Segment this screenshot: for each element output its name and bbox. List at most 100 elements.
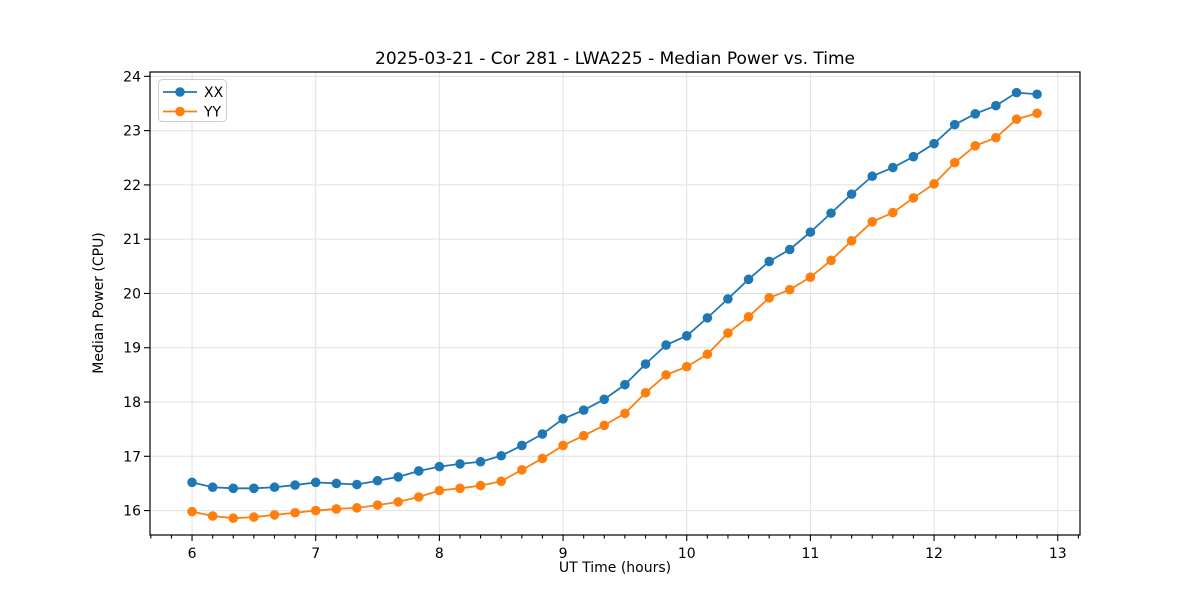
data-point-xx: [702, 313, 713, 323]
data-point-xx: [290, 480, 300, 490]
data-point-xx: [846, 189, 857, 199]
legend: XX YY: [158, 79, 227, 122]
data-point-xx: [228, 483, 239, 494]
y-tick-label: 16: [123, 504, 141, 520]
y-tick-label: 21: [123, 232, 141, 248]
data-point-yy: [743, 311, 754, 322]
data-point-xx: [805, 227, 816, 237]
chart-title: 2025-03-21 - Cor 281 - LWA225 - Median P…: [375, 49, 855, 69]
data-point-yy: [908, 193, 919, 203]
data-point-yy: [331, 504, 342, 514]
y-tick-label: 20: [123, 286, 141, 302]
y-tick-label: 23: [123, 124, 141, 140]
data-point-xx: [475, 456, 486, 467]
data-point-yy: [681, 361, 692, 372]
y-tick-label: 18: [123, 395, 141, 411]
series-layer: [187, 87, 1042, 523]
axes-layer: 16 17 18 19 20 21 22 23 24 6 7 8 9 10 11 12 13: [123, 69, 1081, 562]
data-point-xx: [991, 100, 1001, 111]
data-point-xx: [558, 414, 568, 424]
data-point-yy: [640, 387, 651, 398]
data-point-yy: [517, 465, 527, 475]
series-line-yy: [191, 112, 1038, 520]
data-point-xx: [949, 119, 960, 130]
x-tick-label: 11: [801, 546, 819, 562]
data-point-yy: [290, 507, 300, 518]
data-point-yy: [764, 293, 775, 303]
plot-frame: [149, 71, 1081, 536]
data-point-xx: [578, 405, 589, 415]
data-point-yy: [1011, 114, 1022, 125]
data-point-xx: [908, 151, 919, 162]
x-tick-label: 10: [678, 546, 696, 562]
y-tick-label: 19: [123, 341, 141, 357]
data-point-yy: [269, 510, 280, 520]
data-point-yy: [620, 408, 630, 419]
data-point-yy: [888, 207, 898, 218]
data-point-yy: [434, 485, 445, 496]
data-point-xx: [661, 340, 671, 350]
series-line-xx: [191, 91, 1038, 490]
data-point-xx: [249, 483, 259, 494]
data-point-xx: [599, 394, 610, 405]
legend-marker-xx: [175, 87, 185, 97]
y-tick-label: 22: [123, 178, 141, 194]
data-point-xx: [826, 208, 836, 218]
x-tick-label: 13: [1049, 546, 1067, 562]
data-point-xx: [723, 294, 733, 304]
data-point-yy: [537, 453, 548, 464]
data-point-yy: [455, 483, 465, 494]
data-point-yy: [846, 236, 857, 246]
data-point-xx: [764, 256, 775, 267]
data-point-xx: [331, 478, 342, 489]
data-point-xx: [743, 274, 754, 285]
data-point-yy: [991, 132, 1001, 143]
data-point-xx: [888, 162, 898, 173]
data-point-yy: [187, 506, 197, 517]
data-point-yy: [558, 440, 568, 451]
data-point-xx: [681, 330, 692, 341]
data-point-xx: [434, 461, 445, 472]
data-point-xx: [1011, 87, 1022, 98]
x-tick-label: 8: [435, 546, 444, 562]
data-point-xx: [372, 475, 383, 486]
data-point-yy: [702, 349, 713, 360]
legend-item-yy: YY: [163, 105, 222, 121]
data-point-xx: [207, 482, 218, 493]
legend-label-xx: XX: [204, 85, 224, 101]
data-point-xx: [496, 450, 507, 461]
x-axis-label: UT Time (hours): [559, 560, 671, 576]
x-tick-label: 9: [559, 546, 568, 562]
grid-layer: [150, 72, 1080, 535]
x-tick-label: 12: [925, 546, 943, 562]
legend-label-yy: YY: [203, 105, 222, 121]
data-point-xx: [620, 379, 630, 390]
data-point-yy: [949, 157, 960, 168]
data-point-yy: [578, 430, 589, 441]
data-point-yy: [805, 272, 816, 282]
data-point-xx: [352, 479, 362, 490]
data-point-yy: [867, 217, 878, 227]
data-point-yy: [784, 284, 795, 295]
data-point-xx: [537, 429, 548, 439]
data-point-xx: [269, 482, 280, 493]
data-point-xx: [310, 477, 321, 488]
data-point-xx: [640, 359, 651, 369]
legend-item-xx: XX: [163, 85, 224, 101]
x-tick-label: 6: [188, 546, 197, 562]
data-point-yy: [826, 255, 836, 266]
data-point-xx: [517, 440, 527, 451]
y-axis-label: Median Power (CPU): [91, 232, 107, 374]
data-point-xx: [784, 244, 795, 255]
data-point-yy: [352, 503, 362, 513]
data-point-yy: [723, 328, 733, 338]
data-point-xx: [867, 171, 878, 182]
data-point-yy: [372, 500, 383, 510]
data-point-yy: [496, 476, 507, 487]
data-point-xx: [413, 466, 424, 476]
data-point-yy: [1032, 108, 1042, 119]
y-tick-label: 24: [123, 69, 141, 85]
data-point-yy: [393, 497, 404, 507]
